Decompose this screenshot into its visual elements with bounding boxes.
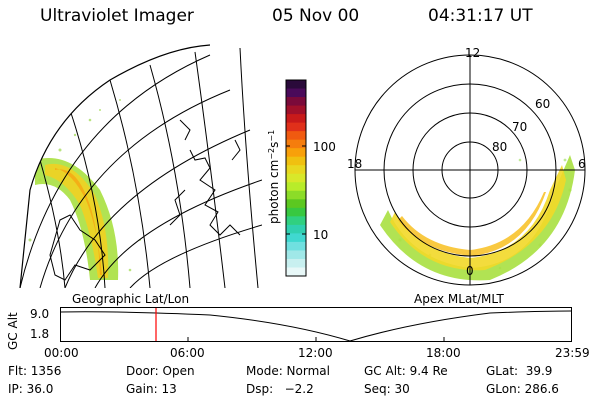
colorbar-stripe bbox=[286, 139, 306, 149]
colorbar-stripe bbox=[286, 148, 306, 158]
mlt-label-0: 0 bbox=[466, 264, 474, 278]
colorbar-label: photon cm−2s−1 bbox=[267, 130, 281, 224]
coastlines bbox=[49, 119, 241, 281]
colorbar-stripe bbox=[286, 131, 306, 141]
time-label-1200: 12:00 bbox=[298, 346, 333, 360]
colorbar-stripe bbox=[286, 165, 306, 175]
colorbar-stripe bbox=[286, 114, 306, 124]
colorbar-tick-100: 100 bbox=[313, 140, 336, 154]
altitude-ytick-high: 9.0 bbox=[30, 307, 50, 321]
colorbar-stripe bbox=[286, 241, 306, 251]
colorbar-stripe bbox=[286, 88, 306, 98]
status-ip: IP: 36.0 bbox=[8, 382, 54, 396]
mlat-label-70: 70 bbox=[512, 120, 528, 134]
status-gain: Gain: 13 bbox=[126, 382, 177, 396]
geographic-map bbox=[19, 44, 262, 289]
status-dsp: Dsp: −2.2 bbox=[246, 382, 314, 396]
mlat-label-80: 80 bbox=[492, 140, 508, 154]
auroral-oval-polar bbox=[380, 155, 575, 281]
colorbar-stripe bbox=[286, 97, 306, 107]
altitude-ylabel: GC Alt bbox=[6, 312, 20, 350]
colorbar-tick-10: 10 bbox=[313, 228, 329, 242]
altitude-curve bbox=[60, 310, 572, 342]
altitude-timeline-plot bbox=[60, 307, 572, 342]
right-map-caption: Apex MLat/MLT bbox=[414, 292, 504, 306]
colorbar-stripe bbox=[286, 105, 306, 115]
colorbar-stripe bbox=[286, 156, 306, 166]
colorbar-stripe bbox=[286, 233, 306, 243]
colorbar-stripe bbox=[286, 224, 306, 234]
colorbar-stripe bbox=[286, 216, 306, 226]
altitude-ytick-low: 1.8 bbox=[30, 327, 50, 341]
colorbar-stripe bbox=[286, 207, 306, 217]
time-label-0600: 06:00 bbox=[170, 346, 205, 360]
observation-time: 04:31:17 UT bbox=[428, 6, 533, 26]
instrument-title: Ultraviolet Imager bbox=[40, 6, 194, 26]
time-label-1800: 18:00 bbox=[426, 346, 461, 360]
mlt-label-12: 12 bbox=[465, 46, 481, 60]
colorbar-stripe bbox=[286, 182, 306, 192]
colorbar-stripe bbox=[286, 267, 306, 277]
status-flt: Flt: 1356 bbox=[8, 364, 62, 378]
status-gc-alt: GC Alt: 9.4 Re bbox=[364, 364, 448, 378]
observation-date: 05 Nov 00 bbox=[272, 6, 360, 26]
colorbar-stripe bbox=[286, 122, 306, 132]
latlon-grid bbox=[20, 47, 262, 288]
colorbar-stripe bbox=[286, 258, 306, 268]
left-map-caption: Geographic Lat/Lon bbox=[72, 292, 190, 306]
polar-mlat-mlt-plot bbox=[354, 54, 586, 286]
status-glat: GLat: 39.9 bbox=[486, 364, 553, 378]
time-label-2359: 23:59 bbox=[555, 346, 590, 360]
polar-grid bbox=[354, 54, 586, 286]
status-door: Door: Open bbox=[126, 364, 195, 378]
globe-limb bbox=[19, 44, 211, 289]
colorbar-stripe bbox=[286, 190, 306, 200]
time-ticks bbox=[187, 337, 445, 342]
mlat-label-60: 60 bbox=[535, 97, 551, 111]
status-mode: Mode: Normal bbox=[246, 364, 330, 378]
status-glon: GLon: 286.6 bbox=[486, 382, 559, 396]
colorbar-stripe bbox=[286, 80, 306, 90]
mlt-label-6: 6 bbox=[578, 157, 586, 171]
time-label-0000: 00:00 bbox=[44, 346, 79, 360]
status-seq: Seq: 30 bbox=[364, 382, 410, 396]
colorbar-stripe bbox=[286, 199, 306, 209]
colorbar-stripe bbox=[286, 173, 306, 183]
mlt-label-18: 18 bbox=[347, 157, 363, 171]
colorbar-stripe bbox=[286, 250, 306, 260]
colorbar: photon cm−2s−1 bbox=[267, 79, 307, 277]
